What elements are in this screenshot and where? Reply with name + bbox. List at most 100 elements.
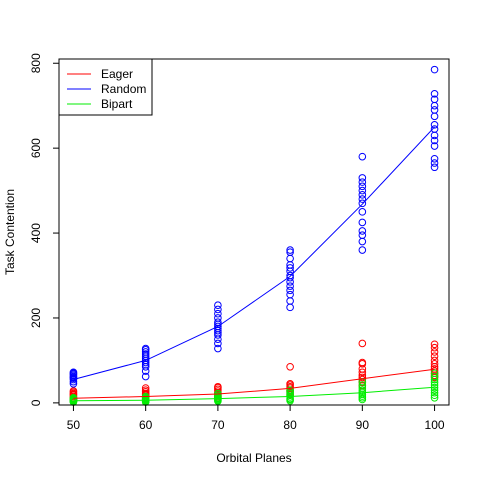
eager-point bbox=[430, 352, 439, 360]
random-point bbox=[358, 231, 367, 239]
random-point bbox=[286, 282, 294, 290]
random-point bbox=[214, 309, 222, 318]
legend-label-bipart: Bipart bbox=[101, 97, 133, 111]
y-tick-label: 600 bbox=[29, 138, 43, 158]
random-point bbox=[214, 314, 222, 322]
random-point bbox=[214, 301, 222, 310]
random-point bbox=[69, 379, 78, 388]
bipart-fit-line bbox=[73, 386, 435, 402]
x-tick-label: 50 bbox=[67, 418, 81, 432]
random-point bbox=[286, 248, 294, 256]
random-point bbox=[214, 344, 222, 353]
random-point bbox=[358, 178, 367, 186]
bipart-point bbox=[358, 381, 367, 389]
random-point bbox=[358, 237, 367, 246]
random-point bbox=[430, 163, 439, 172]
random-point bbox=[430, 65, 439, 74]
random-point bbox=[141, 348, 150, 356]
y-tick-label: 0 bbox=[29, 399, 43, 406]
random-point bbox=[286, 303, 294, 312]
random-point bbox=[141, 372, 150, 381]
x-axis-title: Orbital Planes bbox=[216, 451, 291, 465]
random-point bbox=[358, 246, 367, 254]
random-point bbox=[141, 350, 150, 358]
x-tick-label: 90 bbox=[356, 418, 370, 432]
random-point bbox=[430, 136, 439, 145]
eager-point bbox=[358, 373, 367, 382]
eager-point bbox=[430, 340, 439, 349]
x-axis: 50 60 70 80 90 100 bbox=[67, 405, 445, 432]
eager-point bbox=[430, 367, 439, 375]
y-axis: 0 200 400 600 800 bbox=[29, 53, 59, 406]
bipart-point bbox=[286, 386, 294, 394]
random-point bbox=[430, 112, 439, 121]
legend-box bbox=[58, 58, 153, 116]
eager-point bbox=[430, 365, 439, 373]
eager-point bbox=[430, 356, 439, 365]
eager-point bbox=[358, 368, 367, 377]
random-point bbox=[358, 218, 367, 227]
eager-fit-line bbox=[73, 368, 435, 399]
random-point bbox=[430, 131, 439, 140]
random-point bbox=[430, 154, 439, 163]
random-point bbox=[141, 344, 150, 353]
eager-point bbox=[358, 358, 367, 367]
random-point bbox=[214, 339, 222, 348]
random-point bbox=[286, 271, 294, 280]
random-point bbox=[430, 106, 439, 114]
bipart-point bbox=[430, 378, 439, 387]
random-point bbox=[358, 186, 367, 195]
random-point bbox=[358, 191, 367, 199]
plot-frame bbox=[58, 58, 450, 406]
x-tick-label: 100 bbox=[425, 418, 445, 432]
bipart-point bbox=[430, 393, 439, 402]
bipart-point bbox=[358, 386, 367, 394]
random-point bbox=[214, 322, 222, 331]
random-point bbox=[358, 152, 367, 161]
random-point bbox=[286, 254, 294, 263]
y-tick-label: 800 bbox=[29, 53, 43, 73]
random-point bbox=[430, 159, 439, 167]
random-point bbox=[286, 286, 294, 295]
random-point bbox=[430, 121, 439, 129]
x-tick-label: 70 bbox=[211, 418, 225, 432]
random-point bbox=[286, 297, 294, 305]
random-point bbox=[286, 264, 294, 272]
legend-label-eager: Eager bbox=[101, 67, 133, 81]
bipart-point bbox=[430, 388, 439, 397]
bipart-point bbox=[430, 391, 439, 400]
eager-point bbox=[286, 362, 294, 371]
eager-point bbox=[358, 339, 367, 348]
bipart-point bbox=[430, 381, 439, 389]
bipart-point bbox=[430, 372, 439, 381]
legend-label-random: Random bbox=[101, 82, 146, 96]
random-point bbox=[358, 199, 367, 208]
random-point bbox=[358, 182, 367, 191]
random-point bbox=[358, 227, 367, 235]
x-tick-label: 80 bbox=[283, 418, 297, 432]
random-point bbox=[286, 246, 294, 254]
random-fit-line bbox=[73, 126, 435, 380]
random-point bbox=[358, 174, 367, 182]
x-tick-label: 60 bbox=[139, 418, 153, 432]
random-point bbox=[358, 195, 367, 203]
eager-point bbox=[430, 343, 439, 352]
random-point bbox=[430, 101, 439, 110]
eager-point bbox=[430, 348, 439, 356]
y-tick-label: 400 bbox=[29, 223, 43, 243]
bipart-point bbox=[430, 369, 439, 377]
eager-point bbox=[430, 360, 439, 368]
random-point bbox=[214, 305, 222, 314]
random-point bbox=[69, 368, 78, 377]
random-point bbox=[286, 290, 294, 299]
random-point bbox=[430, 90, 439, 98]
plot-marks bbox=[69, 65, 439, 406]
random-point bbox=[358, 208, 367, 216]
random-point bbox=[430, 95, 439, 104]
y-axis-title: Task Contention bbox=[3, 189, 17, 275]
y-tick-label: 200 bbox=[29, 308, 43, 328]
random-point bbox=[214, 318, 222, 327]
random-point bbox=[430, 142, 439, 150]
